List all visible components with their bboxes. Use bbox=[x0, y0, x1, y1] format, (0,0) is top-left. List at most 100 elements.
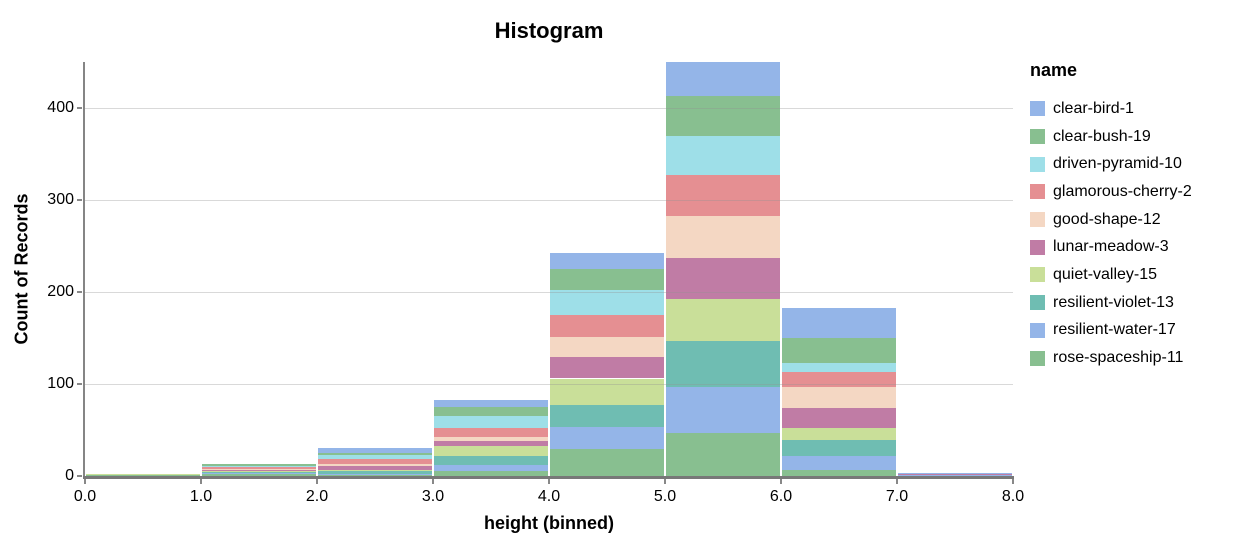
bar-segment bbox=[318, 469, 432, 471]
bar-segment bbox=[782, 338, 896, 363]
bar-segment bbox=[782, 307, 896, 338]
x-axis-tick-label: 1.0 bbox=[189, 488, 213, 505]
legend-swatch bbox=[1030, 267, 1045, 283]
y-tick-mark bbox=[77, 199, 82, 201]
x-axis-tick-label: 7.0 bbox=[885, 488, 909, 505]
bar-segment bbox=[202, 470, 316, 472]
x-tick-mark bbox=[664, 479, 666, 484]
bar-segment bbox=[434, 471, 548, 476]
y-axis-tick-label: 300 bbox=[47, 190, 74, 208]
legend-label: lunar-meadow-3 bbox=[1053, 238, 1169, 256]
bar-segment bbox=[318, 459, 432, 465]
bar-segment bbox=[318, 475, 432, 476]
legend-swatch bbox=[1030, 239, 1045, 255]
bar-segment bbox=[550, 315, 664, 338]
bar-segment bbox=[202, 465, 316, 467]
bar-segment bbox=[434, 437, 548, 442]
legend-swatch bbox=[1030, 129, 1045, 145]
gridline bbox=[85, 199, 1013, 201]
bar-segment bbox=[666, 215, 780, 258]
x-axis-tick-label: 2.0 bbox=[305, 488, 329, 505]
gridline bbox=[85, 383, 1013, 385]
bar-segment bbox=[666, 175, 780, 216]
x-axis-title: height (binned) bbox=[484, 513, 614, 533]
bar-segment bbox=[318, 448, 432, 453]
legend-swatch bbox=[1030, 350, 1045, 366]
legend-item: good-shape-12 bbox=[1030, 206, 1192, 234]
bar-segment bbox=[666, 257, 780, 300]
legend-label: quiet-valley-15 bbox=[1053, 265, 1158, 283]
bar-segment bbox=[202, 469, 316, 471]
bar-segment bbox=[434, 407, 548, 417]
bar-segment bbox=[202, 468, 316, 470]
bar-segment bbox=[434, 455, 548, 465]
legend: name clear-bird-1 clear-bush-19 driven-pyr… bbox=[1030, 60, 1192, 372]
x-tick-mark bbox=[780, 479, 782, 484]
bar-segment bbox=[434, 445, 548, 456]
bar-segment bbox=[550, 449, 664, 476]
legend-item: clear-bird-1 bbox=[1030, 95, 1192, 123]
bar-segment bbox=[782, 440, 896, 456]
bar-segment bbox=[898, 474, 1012, 476]
bar-segment bbox=[782, 386, 896, 408]
bar-segment bbox=[666, 340, 780, 387]
legend-item: quiet-valley-15 bbox=[1030, 261, 1192, 289]
bar-segment bbox=[782, 469, 896, 476]
y-tick-mark bbox=[77, 291, 82, 293]
bar-segment bbox=[550, 427, 664, 450]
x-tick-mark bbox=[200, 479, 202, 484]
legend-item: clear-bush-19 bbox=[1030, 123, 1192, 151]
bar-segment bbox=[666, 135, 780, 176]
bar-segment bbox=[434, 416, 548, 429]
bar-segment bbox=[318, 453, 432, 455]
bar-segment bbox=[202, 474, 316, 476]
bar-segment bbox=[550, 378, 664, 406]
x-tick-mark bbox=[316, 479, 318, 484]
bar-segment bbox=[202, 473, 316, 475]
legend-item: lunar-meadow-3 bbox=[1030, 233, 1192, 261]
gridline bbox=[85, 291, 1013, 293]
y-axis-tick-label: 0 bbox=[65, 466, 74, 484]
legend-swatch bbox=[1030, 101, 1045, 117]
chart-title: Histogram bbox=[494, 18, 604, 43]
legend-items: clear-bird-1 clear-bush-19 driven-pyramid-… bbox=[1030, 95, 1192, 372]
legend-swatch bbox=[1030, 295, 1045, 311]
y-axis-title: Count of Records bbox=[11, 193, 32, 345]
x-axis-tick-label: 3.0 bbox=[421, 488, 445, 505]
bar-segment bbox=[666, 432, 780, 476]
legend-label: clear-bush-19 bbox=[1053, 127, 1151, 145]
bar-segment bbox=[434, 441, 548, 446]
x-axis-tick-label: 0.0 bbox=[73, 488, 97, 505]
legend-item: glamorous-cherry-2 bbox=[1030, 178, 1192, 206]
bar-segment bbox=[898, 475, 1012, 476]
bar-segment bbox=[782, 428, 896, 441]
y-tick-mark bbox=[77, 475, 82, 477]
legend-swatch bbox=[1030, 184, 1045, 200]
bar-segment bbox=[666, 386, 780, 433]
bar-segment bbox=[898, 473, 1012, 475]
bar-segment bbox=[318, 470, 432, 475]
x-axis-line bbox=[83, 476, 1014, 479]
y-axis-tick-label: 400 bbox=[47, 98, 74, 116]
bar-segment bbox=[318, 465, 432, 470]
legend-label: good-shape-12 bbox=[1053, 210, 1161, 228]
bar-segment bbox=[666, 299, 780, 341]
bar-segment bbox=[86, 474, 200, 476]
y-tick-mark bbox=[77, 107, 82, 109]
x-tick-mark bbox=[548, 479, 550, 484]
bar-segment bbox=[434, 428, 548, 438]
bar-segment bbox=[782, 372, 896, 387]
bar-segment bbox=[550, 357, 664, 379]
bar-segment bbox=[318, 474, 432, 476]
legend-label: rose-spaceship-11 bbox=[1053, 349, 1184, 367]
legend-swatch bbox=[1030, 322, 1045, 338]
legend-item: resilient-violet-13 bbox=[1030, 289, 1192, 317]
legend-swatch bbox=[1030, 212, 1045, 228]
bar-segment bbox=[550, 405, 664, 428]
bar-segment bbox=[550, 337, 664, 358]
gridline bbox=[85, 107, 1013, 109]
x-tick-mark bbox=[84, 479, 86, 484]
legend-label: glamorous-cherry-2 bbox=[1053, 182, 1192, 200]
x-tick-mark bbox=[1012, 479, 1014, 484]
bar-segment bbox=[86, 475, 200, 476]
